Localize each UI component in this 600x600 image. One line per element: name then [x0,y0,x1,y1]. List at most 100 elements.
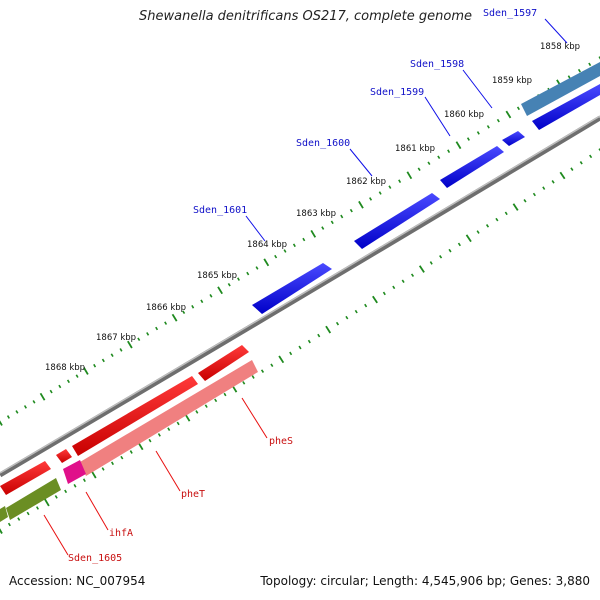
minor-tick [32,400,36,404]
gene-arrow-phes[interactable] [198,345,249,381]
minor-tick [466,137,470,141]
scale-label-1858: 1858 kbp [540,42,580,52]
feature-pink-band [80,360,258,476]
minor-tick [157,433,161,437]
gene-label-sden-1599[interactable]: Sden_1599 [370,87,424,98]
minor-tick [382,291,386,296]
gene-arrow-sden-1597[interactable] [532,84,600,130]
minor-tick [36,506,39,510]
inner-tick-ring [0,148,600,534]
minor-tick [567,75,571,79]
minor-tick [589,154,593,159]
scale-label-1865: 1865 kbp [197,271,237,281]
major-tick [358,200,364,209]
major-tick [418,265,425,273]
gene-label-sden-1600[interactable]: Sden_1600 [296,138,350,149]
minor-tick [120,455,124,460]
minor-tick [307,339,311,344]
minor-tick [270,363,274,368]
minor-tick [439,255,443,259]
major-tick [455,141,462,150]
gene-label-sden-1597[interactable]: Sden_1597 [483,8,537,19]
minor-tick [401,279,405,284]
gene-label-sden-1601[interactable]: Sden_1601 [193,205,247,216]
minor-tick [437,155,441,160]
gene-arrow-sden-1599[interactable] [440,146,504,188]
gene-label-ihfa[interactable]: ihfA [109,528,133,539]
gene-arrow-sden-1598[interactable] [502,131,525,146]
major-tick [137,442,144,451]
minor-tick [476,131,480,135]
minor-tick [542,186,546,190]
leader-sden-1599 [424,96,451,137]
major-tick [127,340,133,349]
minor-tick [195,410,199,414]
minor-tick [378,191,382,195]
minor-tick [110,353,114,358]
minor-tick [111,461,114,466]
minor-tick [101,358,105,363]
major-tick [171,313,178,322]
minor-tick [155,326,159,331]
scale-label-1859: 1859 kbp [492,76,532,86]
gene-label-phet[interactable]: pheT [181,489,205,500]
gene-arrow-sden-1600[interactable] [354,193,440,249]
feature-magenta-band [63,460,86,484]
minor-tick [486,125,490,129]
minor-tick [392,285,396,290]
gene-label-phes[interactable]: pheS [269,436,293,447]
minor-tick [427,161,431,166]
minor-tick [335,321,340,326]
scale-label-1863: 1863 kbp [296,209,336,219]
scale-label-1867: 1867 kbp [96,333,136,343]
leader-sden-1600 [349,148,373,177]
gene-label-sden-1605[interactable]: Sden_1605 [68,553,122,564]
minor-tick [523,199,527,203]
gene-arrow-sden-1601[interactable] [252,263,332,314]
minor-tick [283,249,287,253]
minor-tick [137,337,141,342]
minor-tick [570,167,574,171]
minor-tick [75,374,79,378]
scale-label-1860: 1860 kbp [444,110,484,120]
minor-tick [551,180,555,184]
minor-tick [485,224,490,228]
minor-tick [242,381,246,385]
major-tick [44,498,50,507]
scale-labels: 1858 kbp 1859 kbp 1860 kbp 1861 kbp 1862… [45,42,580,373]
minor-tick [260,369,265,373]
minor-tick [49,389,53,394]
minor-tick [66,379,70,384]
minor-tick [598,148,600,152]
minor-tick [23,405,27,409]
minor-tick [532,192,536,197]
major-tick [263,258,270,267]
minor-tick [289,351,293,356]
major-tick [83,367,89,375]
minor-tick [15,410,19,414]
scale-label-1862: 1862 kbp [346,177,386,187]
scale-label-1864: 1864 kbp [247,240,287,250]
minor-tick [317,333,321,338]
minor-tick [167,427,171,432]
gene-arrow-sden-1605[interactable] [0,461,51,495]
leader-phet [155,450,181,492]
minor-tick [26,511,30,516]
minor-tick [345,315,349,320]
major-tick [559,171,566,180]
gene-arrow-phet[interactable] [72,376,198,456]
minor-tick [447,149,451,153]
gene-label-sden-1598[interactable]: Sden_1598 [410,59,464,70]
minor-tick [364,303,368,308]
major-tick [39,392,46,401]
minor-tick [209,293,213,298]
feature-olive-stub [0,506,8,522]
minor-tick [93,363,97,368]
accession-text: Accession: NC_007954 [9,574,146,588]
minor-tick [176,421,180,426]
minor-tick [146,332,150,336]
minor-tick [496,118,500,123]
gene-arrow-ihfa[interactable] [56,449,72,463]
minor-tick [354,309,358,314]
minor-tick [54,495,58,499]
